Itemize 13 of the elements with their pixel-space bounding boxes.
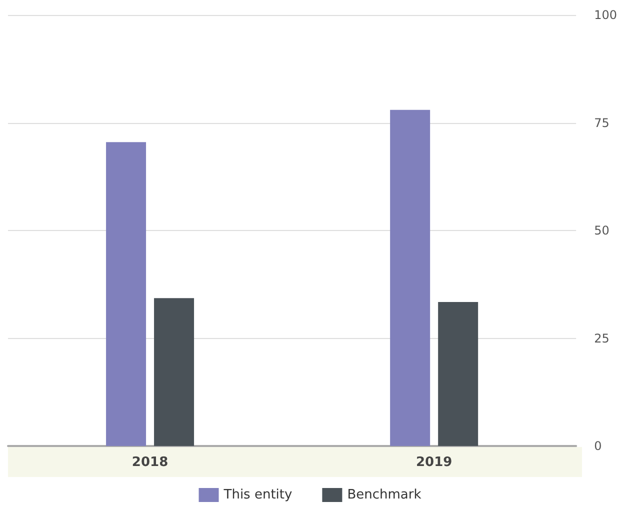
legend-label: This entity bbox=[222, 488, 292, 502]
y-tick-label: 50 bbox=[594, 224, 610, 238]
x-tick-label: 2019 bbox=[416, 455, 452, 470]
bar bbox=[154, 298, 194, 446]
y-tick-label: 75 bbox=[594, 116, 610, 130]
legend-label: Benchmark bbox=[347, 488, 422, 502]
x-tick-label: 2018 bbox=[132, 455, 168, 470]
bar bbox=[106, 142, 146, 446]
bar bbox=[390, 110, 430, 446]
bar bbox=[438, 302, 478, 446]
y-tick-label: 100 bbox=[594, 8, 617, 22]
y-tick-label: 0 bbox=[594, 439, 602, 453]
y-tick-label: 25 bbox=[594, 331, 610, 346]
